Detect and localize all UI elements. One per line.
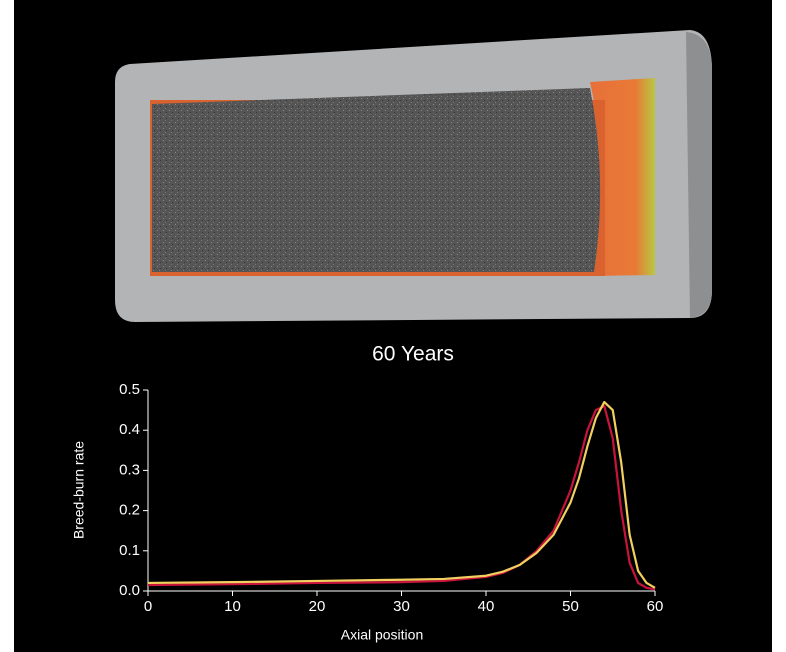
y-tick-label: 0.5: [119, 381, 140, 398]
render: [115, 30, 712, 322]
series-line: [147, 400, 656, 589]
y-tick-label: 0.1: [119, 542, 140, 559]
y-tick-label: 0.3: [119, 461, 140, 478]
chart-title: 60 Years: [372, 343, 454, 366]
x-tick-label: 60: [647, 598, 664, 615]
x-axis-label: Axial position: [341, 627, 424, 643]
x-tick-label: 20: [309, 598, 326, 615]
x-tick-label: 0: [144, 598, 152, 615]
y-tick-label: 0.4: [119, 421, 140, 438]
x-tick-label: 40: [478, 598, 495, 615]
x-tick-label: 50: [562, 598, 579, 615]
y-tick-label: 0.2: [119, 502, 140, 519]
y-tick-label: 0.0: [119, 582, 140, 599]
x-tick-label: 30: [393, 598, 410, 615]
x-tick-label: 10: [224, 598, 241, 615]
series-line: [147, 404, 656, 591]
y-axis-label: Breed-burn rate: [71, 441, 87, 539]
